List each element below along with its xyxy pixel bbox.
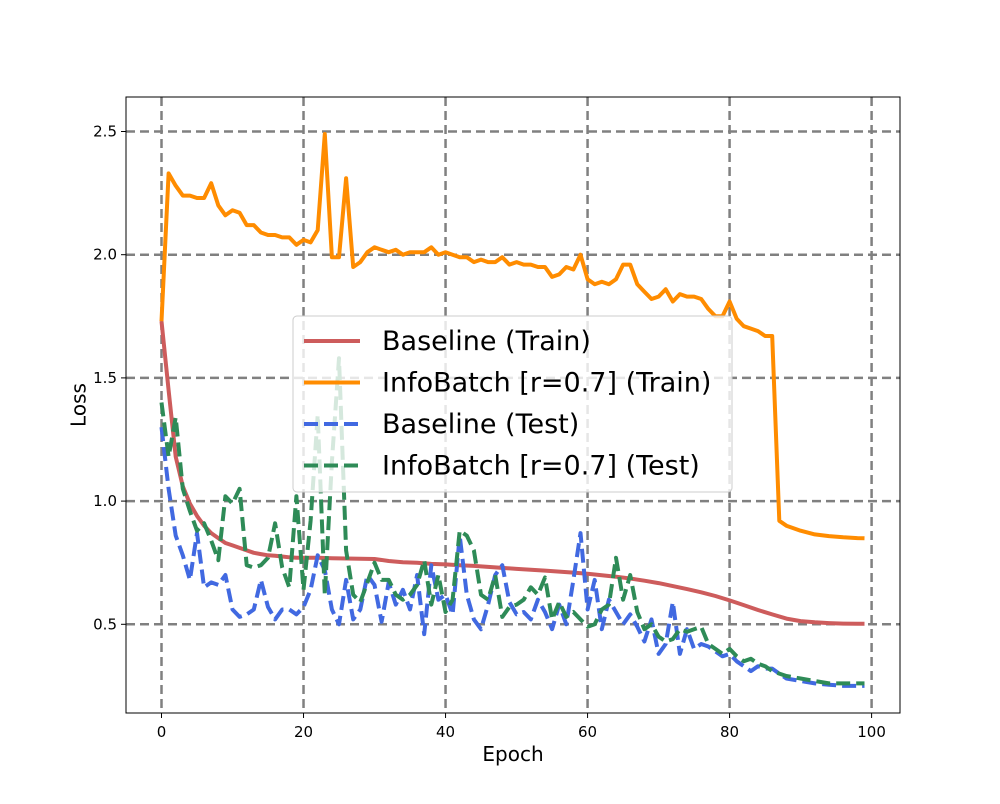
legend-label: Baseline (Train) (382, 326, 591, 357)
x-tick-label: 60 (578, 723, 597, 741)
x-tick-label: 40 (436, 723, 455, 741)
series-line-3 (159, 356, 865, 686)
legend-box (292, 315, 733, 493)
legend-label: Baseline (Test) (382, 409, 579, 440)
legend: Baseline (Train) InfoBatch [r=0.7] (Train… (292, 315, 733, 493)
legend-label: InfoBatch [r=0.7] (Test) (382, 451, 700, 482)
legend-label: InfoBatch [r=0.7] (Train) (382, 368, 711, 399)
series-line-2 (159, 426, 865, 688)
x-tick-label: 100 (857, 723, 886, 741)
y-axis-label: Loss (67, 383, 91, 427)
y-tick-label: 0.5 (93, 615, 117, 633)
y-tick-label: 2.5 (93, 122, 117, 140)
ticks-layer: 0 20 40 60 80 100 0.5 1.0 1.5 2.0 2.5 (93, 122, 886, 741)
y-tick-label: 1.0 (93, 492, 117, 510)
x-tick-label: 80 (720, 723, 739, 741)
x-tick-label: 0 (157, 723, 167, 741)
plot-frame (125, 96, 901, 714)
series-line-0 (159, 320, 865, 626)
y-tick-label: 1.5 (93, 369, 117, 387)
x-tick-label: 20 (294, 723, 313, 741)
y-tick-label: 2.0 (93, 246, 117, 264)
x-axis-label: Epoch (482, 742, 543, 766)
